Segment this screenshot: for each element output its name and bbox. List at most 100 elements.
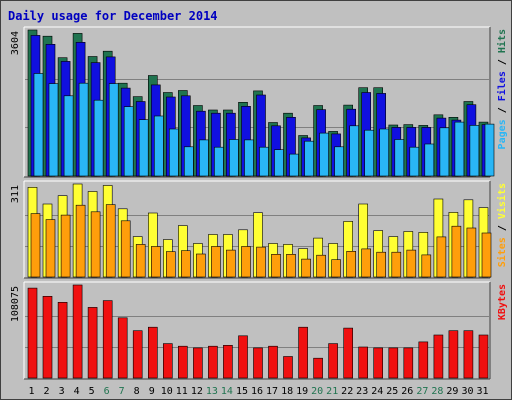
x-tick-label: 8: [134, 386, 140, 397]
bar-kbytes: [87, 307, 98, 379]
bar-kbytes: [448, 330, 459, 379]
bar-kbytes: [57, 301, 68, 379]
bar-pages: [78, 82, 89, 177]
panel-max-label: 3604: [10, 31, 21, 55]
bar-pages: [364, 129, 375, 177]
bar-pages: [304, 140, 314, 177]
bar-pages: [154, 115, 164, 177]
bar-pages: [63, 95, 74, 177]
x-tick-label: 22: [341, 386, 353, 397]
bar-pages: [424, 143, 435, 177]
bar-pages: [289, 153, 299, 177]
bar-sites: [211, 246, 221, 278]
x-tick-label: 18: [281, 386, 293, 397]
legend-files: Files: [496, 71, 508, 101]
bar-sites: [226, 249, 236, 278]
bar-kbytes: [193, 347, 203, 379]
bar-kbytes: [117, 317, 128, 379]
bar-kbytes: [313, 357, 323, 379]
bar-pages: [169, 128, 179, 177]
bar-pages: [379, 128, 390, 177]
x-tick-label: 25: [386, 386, 398, 397]
x-tick-label: 5: [89, 386, 95, 397]
panel-legend: Pages / Files / Hits: [496, 29, 508, 149]
bar-sites: [90, 211, 101, 278]
x-tick-label: 23: [356, 386, 368, 397]
bar-sites: [361, 248, 372, 278]
bar-sites: [451, 225, 462, 278]
bar-sites: [421, 254, 432, 278]
bar-pages: [439, 127, 450, 177]
bar-pages: [259, 146, 269, 177]
bar-kbytes: [27, 287, 38, 379]
bar-pages: [93, 99, 104, 177]
x-tick-label: 12: [191, 386, 203, 397]
x-tick-label: 17: [266, 386, 278, 397]
bar-kbytes: [418, 341, 429, 379]
bar-pages: [184, 146, 194, 177]
bar-kbytes: [388, 347, 399, 379]
bar-sites: [466, 227, 477, 278]
legend-separator: /: [497, 101, 508, 119]
bar-kbytes: [268, 345, 278, 379]
panel-kbytes: 108075 KBytes: [10, 281, 508, 380]
x-tick-label: 6: [104, 386, 110, 397]
bar-pages: [48, 83, 59, 177]
bar-sites: [30, 213, 41, 278]
legend-separator: /: [497, 53, 508, 71]
x-tick-label: 10: [161, 386, 173, 397]
bar-sites: [60, 214, 71, 278]
bar-kbytes: [132, 330, 143, 379]
panel-visits-sites: 311 Sites / Visits: [10, 180, 508, 279]
bar-sites: [105, 204, 116, 278]
bar-sites: [331, 259, 341, 278]
bar-pages: [319, 132, 329, 177]
x-tick-label: 11: [176, 386, 188, 397]
bar-pages: [454, 121, 465, 177]
x-tick-label: 24: [371, 386, 383, 397]
bar-sites: [196, 253, 206, 278]
x-tick-label: 28: [431, 386, 443, 397]
bar-pages: [229, 139, 239, 177]
bar-kbytes: [208, 345, 218, 379]
bar-pages: [244, 139, 254, 177]
x-tick-label: 30: [461, 386, 473, 397]
x-tick-label: 4: [74, 386, 80, 397]
x-tick-label: 20: [311, 386, 323, 397]
x-tick-label: 27: [416, 386, 428, 397]
bar-pages: [214, 146, 224, 177]
bar-kbytes: [478, 334, 489, 379]
bar-kbytes: [223, 344, 233, 379]
bar-sites: [436, 236, 447, 278]
bar-sites: [376, 251, 387, 278]
x-tick-label: 29: [446, 386, 458, 397]
bar-sites: [406, 249, 417, 278]
bar-pages: [334, 146, 344, 177]
legend-hits: Hits: [496, 29, 508, 53]
svg-text:Pages / Files / Hits: Pages / Files / Hits: [496, 29, 508, 149]
bar-kbytes: [283, 356, 293, 379]
x-tick-label: 3: [59, 386, 65, 397]
bar-kbytes: [163, 343, 173, 379]
panel-legend: Sites / Visits: [496, 183, 508, 267]
bar-kbytes: [298, 326, 308, 379]
panel-max-label: 108075: [10, 286, 21, 322]
x-tick-label: 9: [149, 386, 155, 397]
bar-pages: [199, 139, 209, 177]
bar-sites: [241, 246, 251, 278]
bar-pages: [33, 73, 44, 177]
bar-kbytes: [253, 347, 263, 379]
x-tick-label: 1: [28, 386, 34, 397]
bar-kbytes: [148, 326, 158, 379]
bar-kbytes: [238, 335, 248, 379]
bar-sites: [346, 251, 357, 278]
bar-pages: [409, 146, 420, 177]
x-tick-label: 13: [206, 386, 218, 397]
bar-kbytes: [373, 347, 384, 379]
bar-sites: [391, 251, 402, 278]
bar-pages: [349, 125, 360, 177]
bar-kbytes: [328, 343, 338, 379]
x-tick-label: 26: [401, 386, 413, 397]
